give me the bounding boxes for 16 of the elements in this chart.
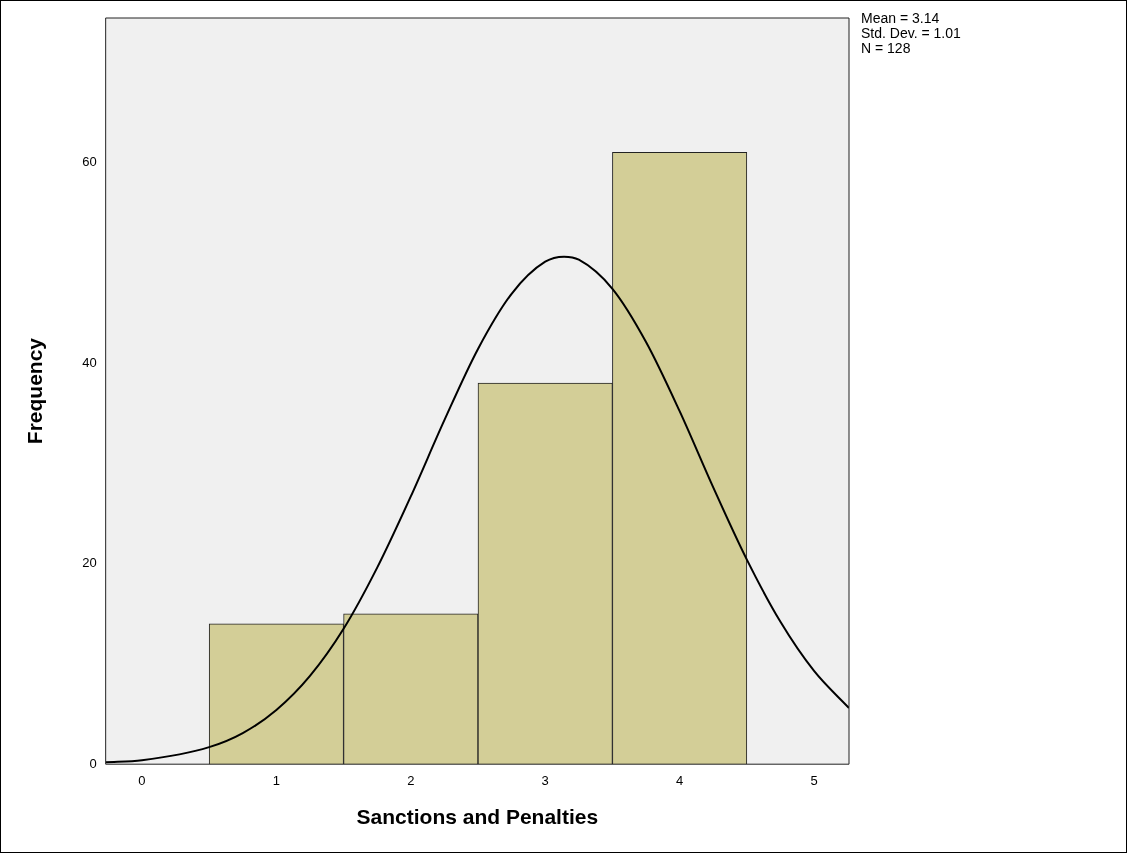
- x-tick-label: 0: [138, 772, 146, 788]
- y-tick-label: 20: [82, 555, 97, 571]
- x-tick-label: 1: [272, 772, 280, 788]
- y-tick-label: 0: [89, 755, 97, 771]
- line-series: [105, 255, 849, 764]
- y-axis-title: Frequency: [23, 337, 47, 445]
- x-tick-label: 2: [407, 772, 415, 788]
- text: N = 128: [861, 39, 911, 56]
- x-axis-title: Sanctions and Penalties: [356, 805, 599, 829]
- text: Mean = 3.14: [861, 9, 940, 26]
- x-tick-label: 4: [676, 772, 684, 788]
- text: Std. Dev. = 1.01: [861, 24, 961, 41]
- y-tick-label: 60: [82, 154, 97, 169]
- x-tick-label: 3: [541, 772, 549, 788]
- y-tick-label: 40: [82, 354, 97, 370]
- x-tick-label: 5: [810, 772, 818, 788]
